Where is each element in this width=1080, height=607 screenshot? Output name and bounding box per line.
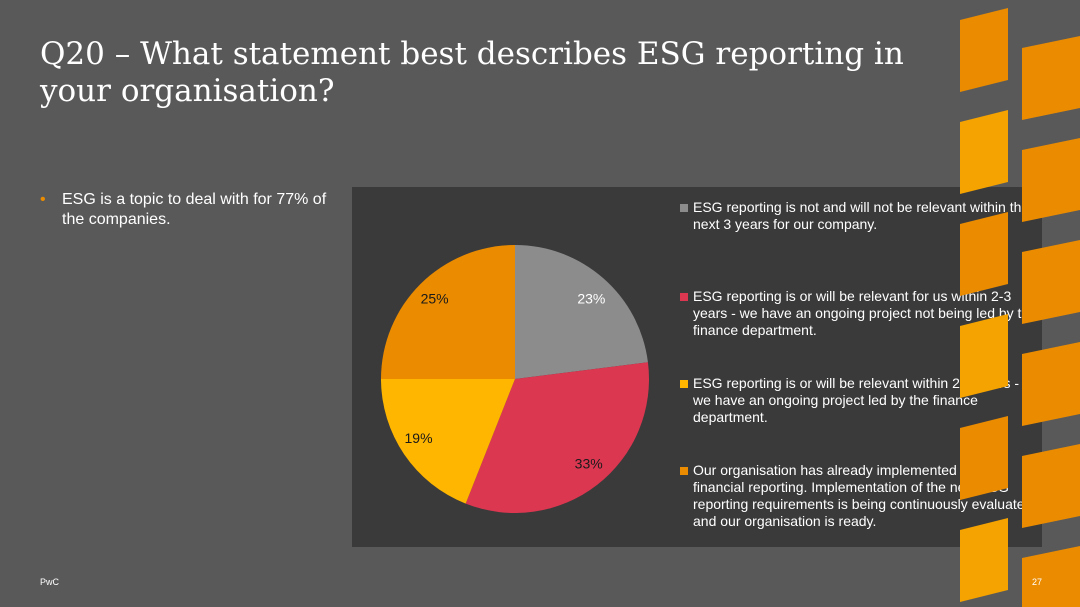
pie-data-label: 19% [405, 430, 433, 446]
legend-label: ESG reporting is or will be relevant for… [693, 288, 1038, 338]
decorative-chevron [960, 416, 1008, 500]
legend-label: ESG reporting is not and will not be rel… [693, 199, 1030, 232]
legend-item: Our organisation has already implemented… [680, 462, 1038, 530]
decorative-chevron [960, 110, 1008, 194]
pie-data-label: 25% [421, 291, 449, 307]
pie-chart: 23% 33% 19% 25% [381, 245, 649, 513]
legend-item: ESG reporting is not and will not be rel… [680, 199, 1038, 233]
pie-slice [465, 362, 649, 513]
legend-label: ESG reporting is or will be relevant wit… [693, 375, 1020, 425]
decorative-chevron [1022, 240, 1080, 324]
bullet-text: ESG is a topic to deal with for 77% of t… [62, 191, 327, 228]
decorative-chevron [1022, 138, 1080, 222]
pie-slice [515, 245, 648, 379]
legend-swatch-icon [680, 204, 688, 212]
legend-item: ESG reporting is or will be relevant wit… [680, 375, 1038, 426]
decorative-chevron [1022, 444, 1080, 528]
pie-data-label: 23% [577, 291, 605, 307]
pie-data-label: 33% [575, 455, 603, 471]
decorative-chevron [1022, 342, 1080, 426]
chart-panel: 23% 33% 19% 25% ESG reporting is not and wi… [352, 187, 1042, 547]
bullet-item: • ESG is a topic to deal with for 77% of… [40, 190, 330, 230]
decorative-chevron [960, 314, 1008, 398]
decorative-chevron-band [960, 8, 1080, 607]
decorative-chevron [960, 212, 1008, 296]
legend-swatch-icon [680, 380, 688, 388]
footer-brand: PwC [40, 577, 60, 587]
bullet-dot-icon: • [40, 191, 46, 208]
bullet-list: • ESG is a topic to deal with for 77% of… [40, 190, 330, 230]
pie-slice [381, 245, 515, 379]
decorative-chevron [1022, 546, 1080, 607]
legend-swatch-icon [680, 293, 688, 301]
slide-title: Q20 – What statement best describes ESG … [40, 36, 904, 109]
pie-slice [381, 379, 515, 504]
legend-swatch-icon [680, 467, 688, 475]
legend-item: ESG reporting is or will be relevant for… [680, 288, 1038, 339]
page-number: 27 [1031, 577, 1042, 587]
legend-label: Our organisation has already implemented… [693, 462, 1033, 529]
decorative-chevron [960, 8, 1008, 92]
decorative-chevron [960, 518, 1008, 602]
decorative-chevron [1022, 36, 1080, 120]
